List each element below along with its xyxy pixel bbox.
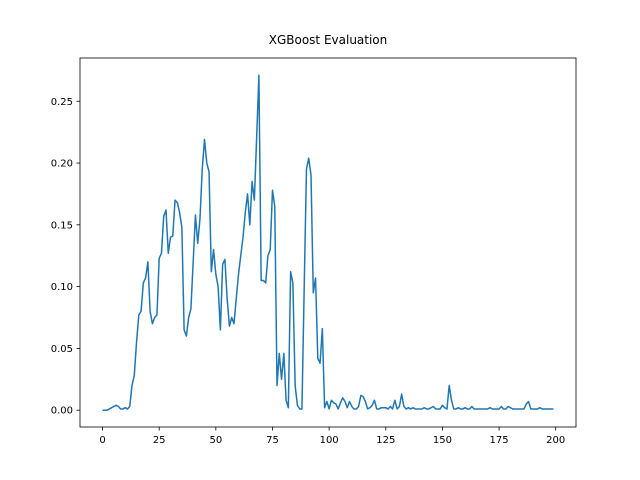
x-tick-label: 125 [376,435,395,446]
y-tick-label: 0.00 [51,406,73,417]
x-tick-label: 25 [153,435,166,446]
y-tick-label: 0.25 [51,97,73,108]
y-tick-label: 0.10 [51,282,73,293]
x-tick-label: 0 [99,435,105,446]
y-tick-label: 0.05 [51,344,73,355]
x-tick-label: 75 [266,435,279,446]
data-line [102,74,554,411]
x-tick-label: 100 [320,435,339,446]
y-tick-label: 0.20 [51,159,73,170]
x-tick-label: 200 [546,435,565,446]
plot-frame [79,57,577,428]
x-tick-label: 50 [209,435,222,446]
x-tick-label: 150 [433,435,452,446]
y-tick-label: 0.15 [51,220,73,231]
x-tick-label: 175 [490,435,509,446]
chart-title: XGBoost Evaluation [269,33,388,47]
